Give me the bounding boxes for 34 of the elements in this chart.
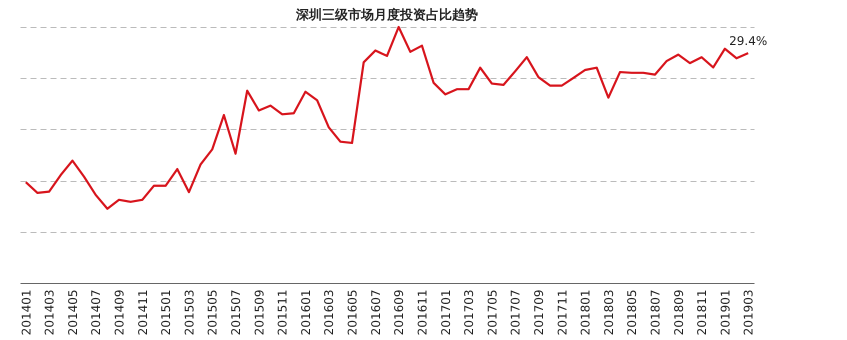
x-tick-label: 201711 — [555, 290, 570, 336]
x-tick-label: 201605 — [346, 290, 360, 336]
x-tick-label: 201707 — [508, 290, 523, 336]
x-tick-label: 201703 — [462, 290, 476, 336]
x-tick-label: 201801 — [578, 290, 593, 336]
x-tick-label: 201607 — [368, 290, 383, 336]
x-tick-label: 201405 — [66, 290, 80, 336]
x-tick-label: 201507 — [229, 290, 244, 336]
x-tick-label: 201503 — [182, 290, 196, 336]
x-tick-label: 201409 — [112, 290, 127, 336]
x-tick-label: 201903 — [742, 290, 756, 336]
x-tick-label: 201611 — [415, 290, 430, 336]
x-tick-label: 201603 — [322, 290, 336, 336]
x-tick-label: 201803 — [602, 290, 616, 336]
x-tick-label: 201511 — [276, 290, 290, 336]
chart-title: 深圳三级市场月度投资占比趋势 — [295, 6, 478, 23]
x-tick-label: 201709 — [532, 290, 546, 336]
x-tick-label: 201807 — [648, 290, 662, 336]
x-tick-label: 201403 — [42, 290, 57, 336]
x-tick-label: 201601 — [298, 290, 313, 336]
x-tick-label: 201701 — [438, 290, 453, 336]
x-tick-label: 201509 — [252, 290, 266, 336]
x-tick-label: 201705 — [485, 290, 500, 336]
annotation: 29.4% — [729, 34, 768, 48]
x-tick-label: 201609 — [392, 290, 406, 336]
x-tick-label: 201501 — [159, 290, 174, 336]
x-tick-label: 201811 — [695, 290, 710, 336]
x-tick-label: 201407 — [89, 290, 104, 336]
x-tick-label: 201411 — [136, 290, 150, 336]
x-tick-label: 201401 — [19, 290, 34, 336]
x-tick-label: 201901 — [718, 290, 732, 336]
x-tick-label: 201505 — [206, 290, 220, 336]
x-tick-label: 201809 — [672, 290, 686, 336]
x-tick-label: 201805 — [625, 290, 640, 336]
